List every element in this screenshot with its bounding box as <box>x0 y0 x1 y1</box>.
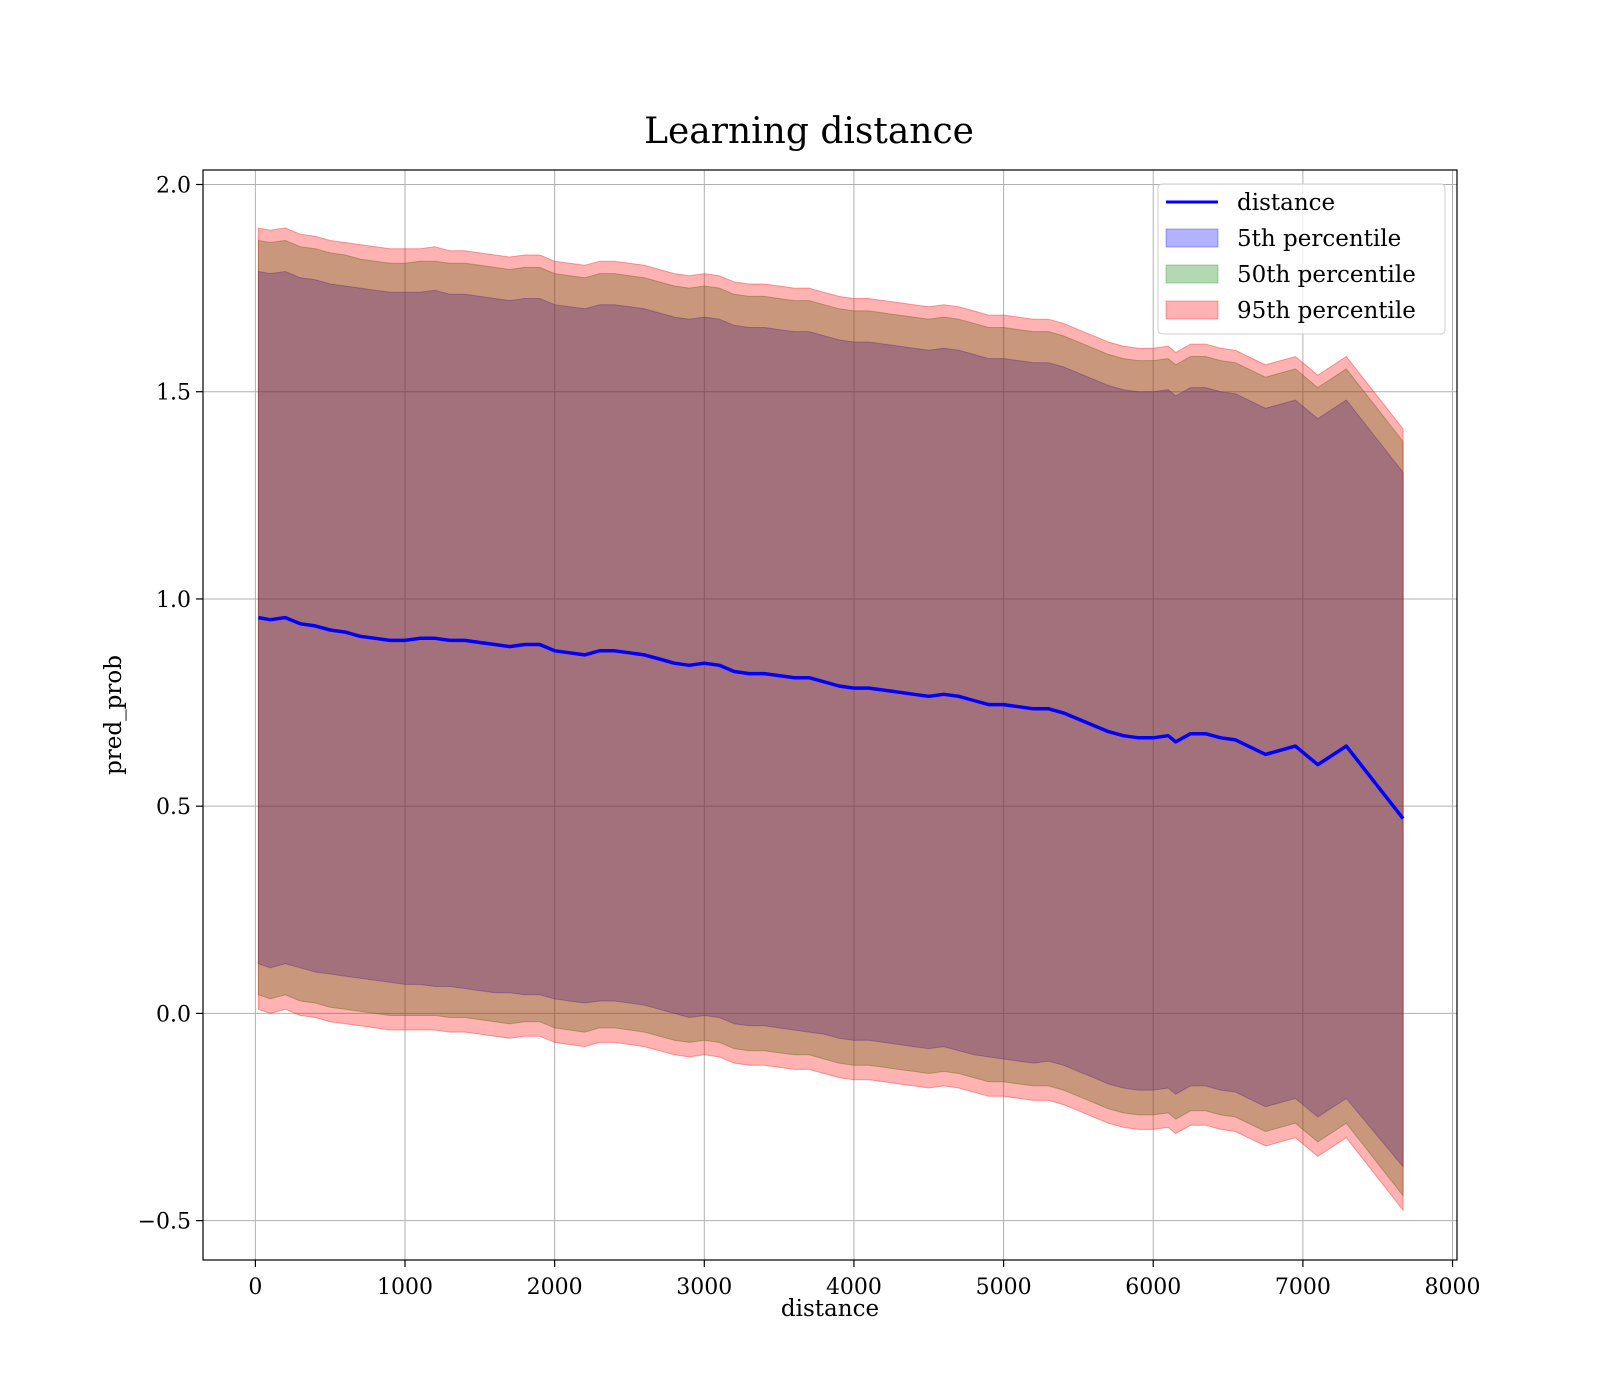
distance-line <box>258 615 1405 820</box>
y-axis-label: pred_prob <box>101 655 127 775</box>
x-tick-label: 7000 <box>1275 1275 1331 1300</box>
x-tick-label: 5000 <box>976 1275 1032 1300</box>
band-50th-percentile <box>257 239 1404 1198</box>
percentile-bands <box>257 227 1404 1212</box>
x-tick-label: 0 <box>248 1275 262 1300</box>
plot-frame <box>202 169 1458 1261</box>
distance-line-layer <box>258 615 1405 820</box>
legend-swatch-95th <box>1165 300 1219 320</box>
x-tick-label: 4000 <box>826 1275 882 1300</box>
legend-box <box>1157 183 1446 335</box>
y-tick-label: 0.5 <box>156 795 191 820</box>
band-5th-percentile <box>257 270 1404 1169</box>
legend-swatch-50th <box>1165 264 1219 284</box>
y-tick-label: 0.0 <box>156 1002 191 1027</box>
x-tick-label: 1000 <box>377 1275 433 1300</box>
grid <box>203 170 1457 1260</box>
x-tick-label: 2000 <box>527 1275 583 1300</box>
chart-title: Learning distance <box>644 111 974 152</box>
legend-label-5th: 5th percentile <box>1237 226 1401 252</box>
y-tick-label: 2.0 <box>156 174 191 199</box>
x-axis-label: distance <box>781 1296 879 1322</box>
legend-label-50th: 50th percentile <box>1237 262 1416 288</box>
x-tick-label: 6000 <box>1125 1275 1181 1300</box>
y-tick-label: 1.5 <box>156 381 191 406</box>
y-tick-label: 1.0 <box>156 588 191 613</box>
y-ticks: −0.5 0.0 0.5 1.0 1.5 2.0 <box>138 174 203 1235</box>
legend: distance 5th percentile 50th percentile … <box>1157 183 1446 335</box>
band-95th-percentile <box>257 227 1404 1212</box>
legend-label-distance: distance <box>1237 190 1335 216</box>
legend-label-95th: 95th percentile <box>1237 298 1416 324</box>
x-tick-label: 3000 <box>676 1275 732 1300</box>
y-tick-label: −0.5 <box>138 1210 191 1235</box>
x-ticks: 0 1000 2000 3000 4000 5000 6000 7000 8000 <box>248 1260 1481 1300</box>
legend-swatch-5th <box>1165 228 1219 248</box>
x-tick-label: 8000 <box>1425 1275 1481 1300</box>
